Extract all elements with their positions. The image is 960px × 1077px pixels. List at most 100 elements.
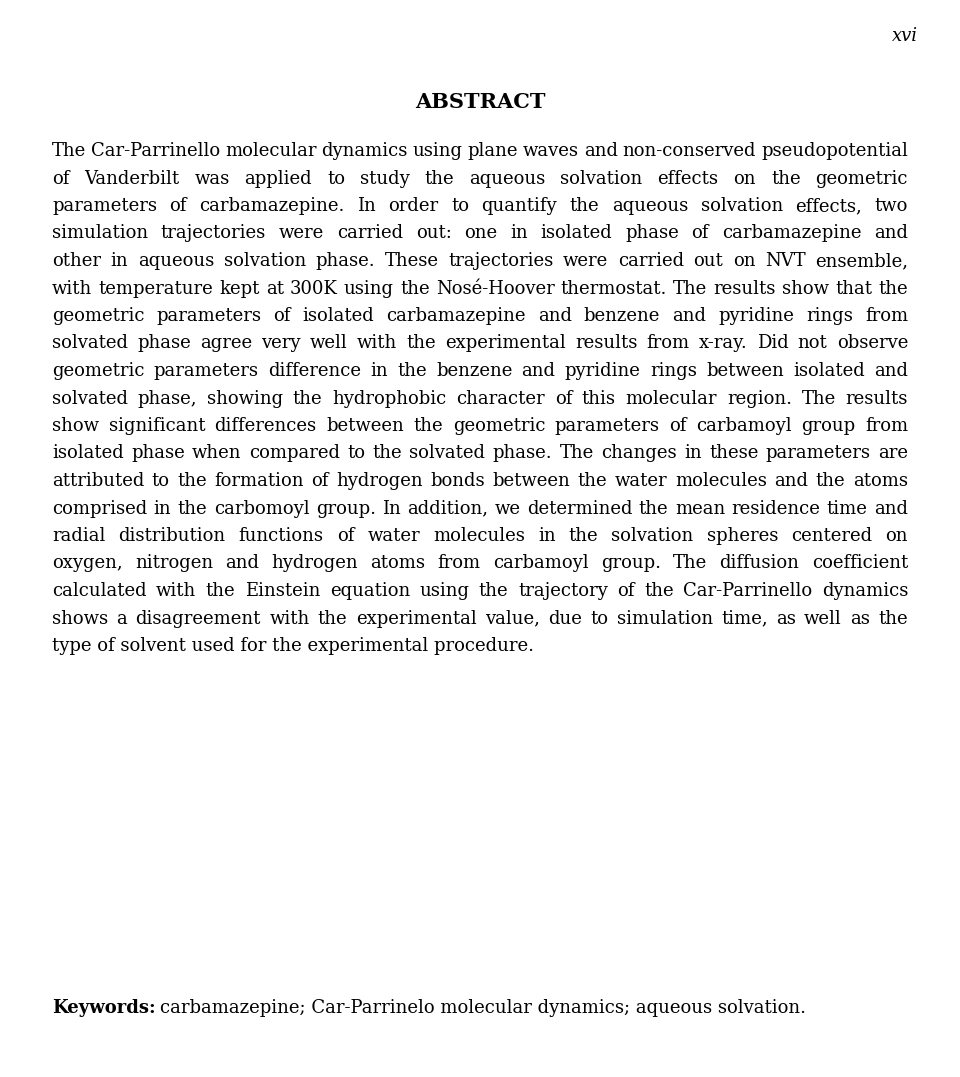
Text: show: show [782,280,829,297]
Text: from: from [865,417,908,435]
Text: hydrophobic: hydrophobic [332,390,446,407]
Text: time: time [827,500,868,518]
Text: results: results [575,335,637,352]
Text: pseudopotential: pseudopotential [761,142,908,160]
Text: molecules: molecules [433,527,525,545]
Text: the: the [771,169,801,187]
Text: and: and [874,362,908,380]
Text: of: of [337,527,354,545]
Text: carbamazepine; Car-Parrinelo molecular dynamics; aqueous solvation.: carbamazepine; Car-Parrinelo molecular d… [159,999,805,1017]
Text: Keywords:: Keywords: [52,999,156,1017]
Text: attributed: attributed [52,472,144,490]
Text: well: well [310,335,348,352]
Text: when: when [192,445,242,462]
Text: solvated: solvated [52,335,128,352]
Text: results: results [713,280,776,297]
Text: using: using [420,582,469,600]
Text: centered: centered [791,527,873,545]
Text: with: with [52,280,92,297]
Text: Car-Parrinello: Car-Parrinello [91,142,220,160]
Text: as: as [851,610,870,628]
Text: rings: rings [806,307,852,325]
Text: Car-Parrinello: Car-Parrinello [684,582,812,600]
Text: other: other [52,252,101,270]
Text: formation: formation [214,472,304,490]
Text: nitrogen: nitrogen [134,555,213,573]
Text: addition,: addition, [407,500,489,518]
Text: order: order [389,197,439,215]
Text: parameters: parameters [154,362,259,380]
Text: out: out [693,252,723,270]
Text: water: water [615,472,667,490]
Text: functions: functions [239,527,324,545]
Text: isolated: isolated [52,445,124,462]
Text: parameters: parameters [766,445,871,462]
Text: the: the [318,610,348,628]
Text: in: in [371,362,388,380]
Text: applied: applied [245,169,312,187]
Text: solvated: solvated [52,390,128,407]
Text: compared: compared [249,445,340,462]
Text: water: water [368,527,420,545]
Text: calculated: calculated [52,582,147,600]
Text: equation: equation [329,582,410,600]
Text: the: the [569,197,599,215]
Text: kept: kept [219,280,259,297]
Text: and: and [521,362,556,380]
Text: differences: differences [214,417,317,435]
Text: between: between [706,362,783,380]
Text: group: group [802,417,855,435]
Text: to: to [152,472,170,490]
Text: The: The [802,390,836,407]
Text: results: results [846,390,908,407]
Text: effects,: effects, [796,197,862,215]
Text: the: the [414,417,444,435]
Text: was: was [194,169,229,187]
Text: and: and [874,500,908,518]
Text: were: were [278,224,324,242]
Text: simulation: simulation [52,224,148,242]
Text: radial: radial [52,527,106,545]
Text: quantify: quantify [482,197,557,215]
Text: isolated: isolated [302,307,374,325]
Text: experimental: experimental [356,610,476,628]
Text: of: of [274,307,291,325]
Text: with: with [357,335,397,352]
Text: geometric: geometric [52,362,145,380]
Text: ensemble,: ensemble, [815,252,908,270]
Text: of: of [669,417,686,435]
Text: of: of [691,224,709,242]
Text: simulation: simulation [616,610,712,628]
Text: In: In [357,197,376,215]
Text: phase,: phase, [138,390,197,407]
Text: on: on [732,252,756,270]
Text: using: using [413,142,463,160]
Text: carbamazepine: carbamazepine [722,224,861,242]
Text: time,: time, [721,610,768,628]
Text: molecules: molecules [675,472,767,490]
Text: to: to [327,169,345,187]
Text: the: the [578,472,608,490]
Text: in: in [154,500,171,518]
Text: on: on [885,527,908,545]
Text: dynamics: dynamics [322,142,408,160]
Text: carbamoyl: carbamoyl [493,555,588,573]
Text: in: in [511,224,528,242]
Text: The: The [560,445,594,462]
Text: carbamazepine: carbamazepine [387,307,526,325]
Text: the: the [205,582,235,600]
Text: not: not [798,335,828,352]
Text: well: well [804,610,842,628]
Text: Einstein: Einstein [245,582,321,600]
Text: changes: changes [601,445,677,462]
Text: atoms: atoms [853,472,908,490]
Text: solvation: solvation [561,169,642,187]
Text: hydrogen: hydrogen [336,472,423,490]
Text: and: and [874,224,908,242]
Text: solvated: solvated [409,445,486,462]
Text: in: in [684,445,702,462]
Text: aqueous: aqueous [612,197,688,215]
Text: out:: out: [416,224,451,242]
Text: the: the [372,445,402,462]
Text: NVT: NVT [765,252,805,270]
